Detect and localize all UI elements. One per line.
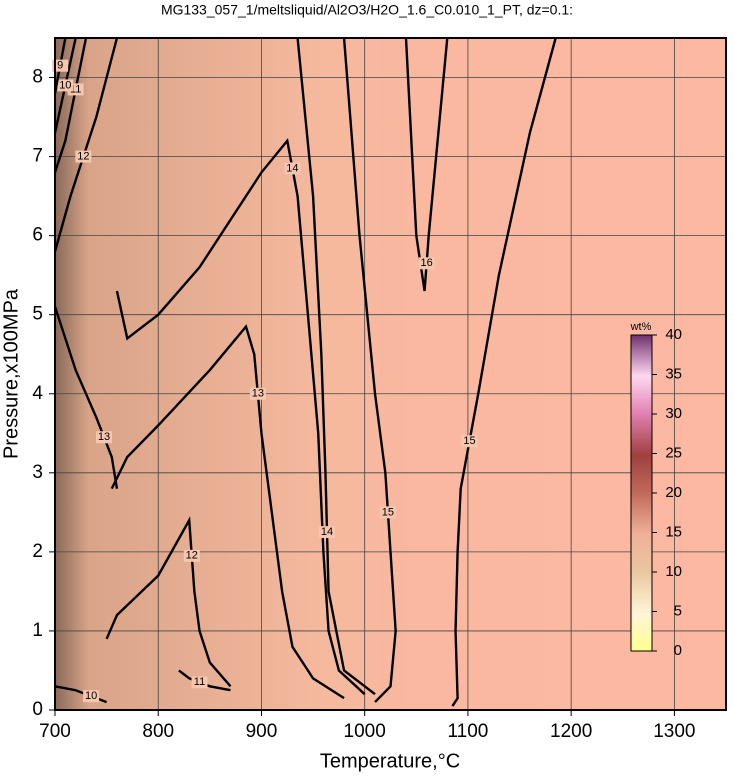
contour-label-bg [83, 690, 100, 703]
contour-label: 11 [70, 83, 81, 95]
contour-label-bg [57, 79, 74, 92]
contour-label-bg [191, 676, 208, 689]
contour-label: 14 [321, 526, 333, 538]
contour-label: 16 [421, 257, 433, 269]
x-tick-label: 800 [142, 721, 174, 742]
contour-line [404, 37, 449, 292]
contour-line [53, 37, 88, 173]
x-tick-label: 1100 [447, 721, 488, 742]
x-tick-label: 900 [246, 721, 278, 742]
y-tick-label: 7 [32, 146, 43, 167]
colorbar-tick-label: 10 [665, 563, 682, 580]
contour-label-bg [183, 549, 200, 562]
contour-label-bg [96, 431, 113, 444]
contour-label-bg [249, 387, 266, 400]
y-tick-label: 1 [32, 620, 43, 641]
colorbar-tick-label: 40 [665, 326, 682, 343]
y-tick-label: 5 [32, 304, 43, 325]
plot-frame [54, 37, 727, 711]
colorbar-tick-label: 5 [674, 602, 682, 619]
colorbar [630, 334, 653, 652]
y-tick-label: 3 [32, 462, 43, 483]
colorbar-label: wt% [630, 321, 652, 333]
y-tick-label: 6 [32, 225, 43, 246]
contour-label: 14 [286, 162, 298, 174]
contour-label-bg [379, 506, 396, 519]
chart-title: MG133_057_1/meltsliquid/Al2O3/H2O_1.6_C0… [161, 2, 573, 18]
plot-area [55, 38, 726, 710]
ticks: 700 800 900 1000 1100 1200 1300012345678051015… [32, 67, 695, 742]
colorbar-tick-label: 25 [665, 444, 682, 461]
contour-label: 10 [59, 79, 71, 91]
y-tick-label: 8 [32, 67, 43, 88]
contour-label: 12 [77, 150, 89, 162]
contour-label-bg [284, 162, 301, 175]
contour-label-bg [418, 257, 435, 270]
contour-label-bg [461, 435, 478, 448]
contour-label: 12 [186, 550, 198, 562]
colorbar-tick-label: 20 [665, 484, 682, 501]
contour-label-bg [75, 150, 92, 163]
x-tick-label: 1200 [550, 721, 592, 742]
x-tick-label: 1000 [344, 721, 386, 742]
contour-label: 10 [85, 690, 97, 702]
grid [54, 38, 726, 711]
y-tick-label: 4 [32, 383, 43, 404]
x-tick-label: 1300 [653, 721, 695, 742]
contour-label-bg [52, 59, 69, 72]
colorbar-tick-label: 30 [665, 405, 682, 422]
y-tick-label: 0 [32, 699, 43, 720]
colorbar-tick-label: 35 [665, 365, 682, 382]
colorbar-tick-label: 0 [674, 642, 682, 659]
contour-label: 15 [463, 435, 475, 447]
y-axis-label: Pressure,x100MPa [0, 288, 22, 459]
x-tick-label: 700 [39, 721, 71, 742]
colorbar-tick-label: 15 [665, 523, 682, 540]
contour-label: 9 [57, 60, 63, 72]
contour-line [296, 37, 376, 696]
contour-label: 11 [194, 676, 205, 688]
y-tick-label: 2 [32, 541, 43, 562]
contour-label: 15 [382, 506, 394, 518]
contour-line [451, 37, 557, 707]
contour-label-bg [319, 526, 336, 539]
x-axis-label: Temperature,°C [320, 750, 460, 772]
contour-label: 13 [98, 431, 110, 443]
contour-line [53, 306, 119, 489]
contour-label: 13 [252, 388, 264, 400]
